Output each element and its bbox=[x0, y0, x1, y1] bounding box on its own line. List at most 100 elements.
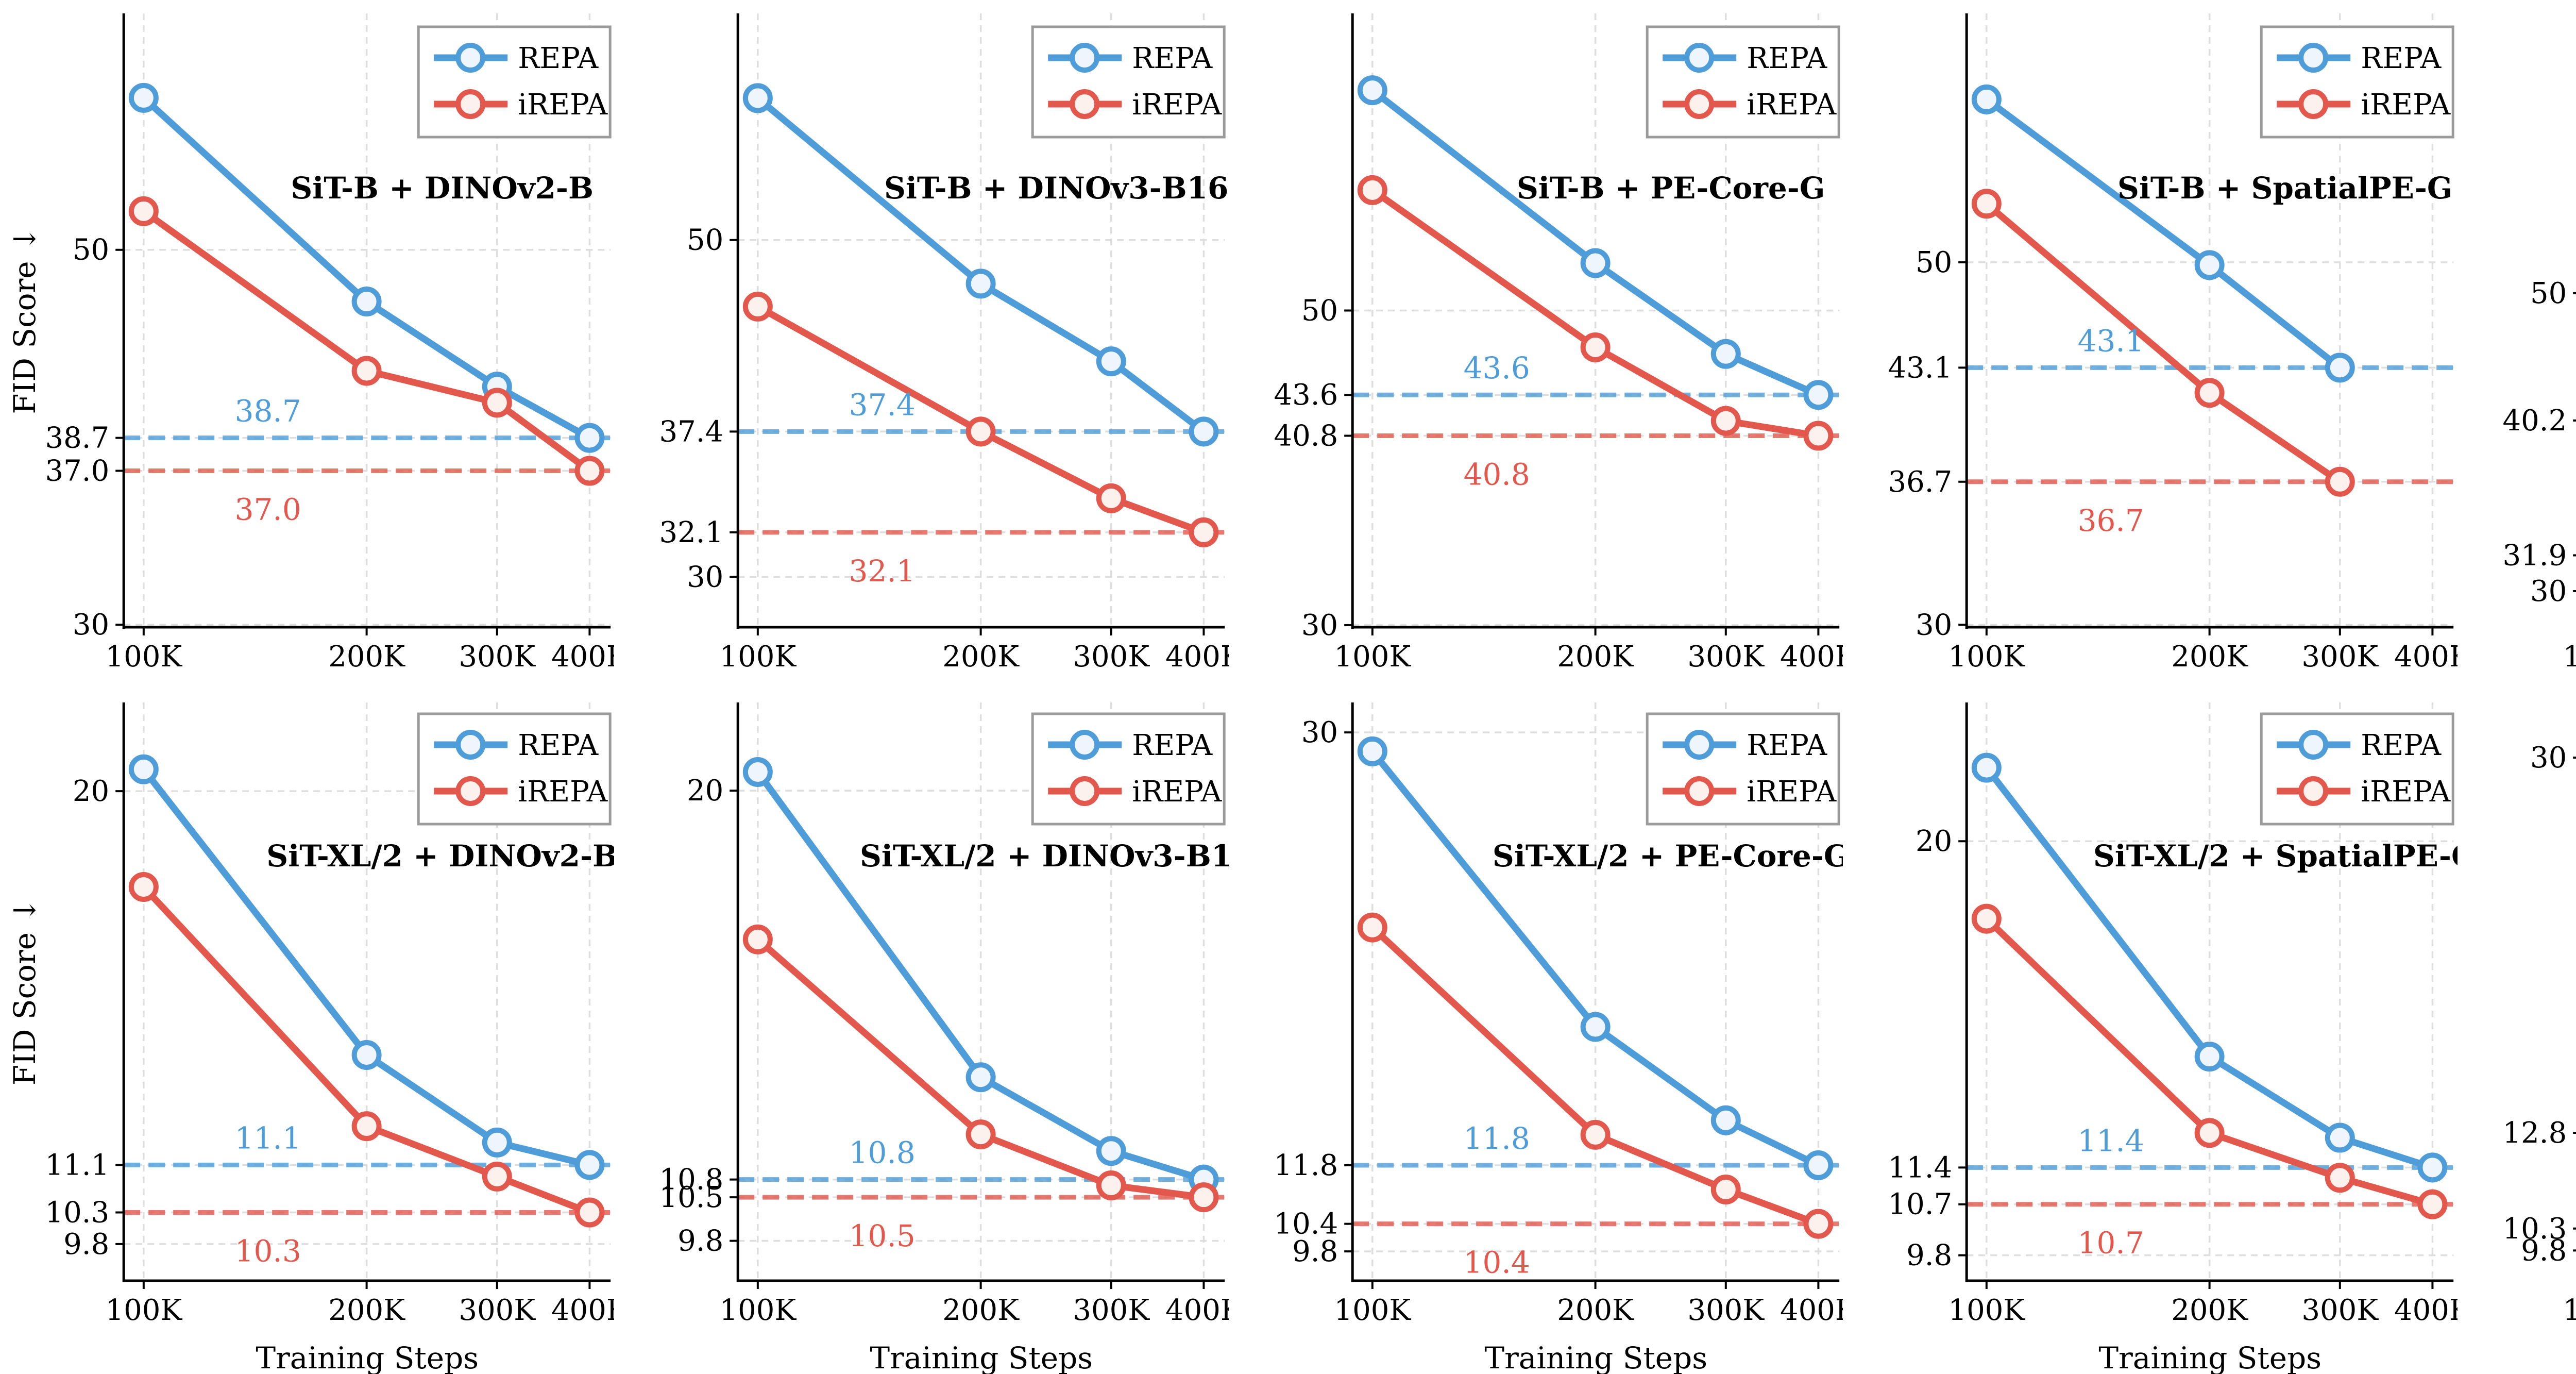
chart-sit-xl2-webssl-1b: 100K200K300K400K9.810.312.83012.810.3SiT… bbox=[2502, 741, 2576, 1327]
irepa-line bbox=[140, 208, 593, 475]
x-tick-label: 300K bbox=[459, 640, 536, 674]
legend-marker-icon bbox=[2298, 730, 2329, 760]
x-tick-label: 400K bbox=[1780, 640, 1843, 674]
repa-line bbox=[1983, 764, 2436, 1171]
repa-marker bbox=[743, 757, 773, 787]
x-tick-label: 100K bbox=[105, 1294, 182, 1327]
y-tick-label: 9.8 bbox=[63, 1228, 109, 1261]
legend-label: iREPA bbox=[1747, 88, 1836, 122]
x-tick-label: 300K bbox=[2302, 640, 2379, 674]
legend: REPA iREPA bbox=[1031, 25, 1226, 139]
irepa-value-annotation: 37.0 bbox=[235, 492, 301, 527]
x-tick-label: 400K bbox=[551, 640, 614, 674]
legend-label: REPA bbox=[2361, 42, 2442, 75]
y-tick-label: 9.8 bbox=[2521, 1234, 2567, 1267]
legend-label: REPA bbox=[1132, 729, 1213, 762]
legend-marker-icon bbox=[455, 776, 486, 806]
subplot-sit-xl2-dinov2-b: 100K200K300K400K9.810.311.12011.110.3SiT… bbox=[0, 687, 614, 1374]
irepa-line bbox=[754, 303, 1208, 536]
repa-marker bbox=[1357, 736, 1387, 766]
irepa-marker bbox=[966, 416, 996, 447]
x-tick-label: 100K bbox=[105, 640, 182, 674]
y-tick-label: 50 bbox=[2530, 277, 2567, 310]
irepa-marker bbox=[1710, 1174, 1741, 1204]
irepa-marker bbox=[128, 872, 159, 902]
chart-sit-xl2-dinov3-b16: 100K200K300K400K9.810.510.82010.810.5SiT… bbox=[659, 702, 1229, 1374]
x-tick-label: 400K bbox=[1165, 1294, 1228, 1327]
x-tick-label: 400K bbox=[1780, 1294, 1843, 1327]
irepa-marker bbox=[743, 291, 773, 322]
x-tick-label: 200K bbox=[2171, 640, 2248, 674]
repa-marker bbox=[574, 1150, 605, 1180]
irepa-marker bbox=[482, 1161, 512, 1192]
subplot-sit-b-pe-core-g: 100K 200K 300K 400K 30 40.8 43.6 50 43.6 40.8 SiT-… bbox=[1229, 0, 1843, 687]
y-tick-label: 30 bbox=[1916, 608, 1952, 642]
x-tick-label: 200K bbox=[328, 1294, 405, 1327]
irepa-marker bbox=[966, 1119, 996, 1150]
x-tick-label: 400K bbox=[2394, 640, 2457, 674]
repa-marker bbox=[1096, 346, 1127, 377]
y-tick-label: 43.1 bbox=[1888, 351, 1953, 384]
repa-marker bbox=[1096, 1136, 1127, 1166]
irepa-marker bbox=[1357, 175, 1387, 205]
irepa-line bbox=[1369, 924, 1822, 1228]
y-tick-label: 30 bbox=[1301, 609, 1338, 642]
x-tick-label: 400K bbox=[551, 1294, 614, 1327]
legend-marker-icon bbox=[2298, 43, 2329, 73]
legend-label: REPA bbox=[1132, 42, 1213, 75]
x-tick-label: 300K bbox=[1687, 640, 1765, 674]
plot-title: SiT-B + DINOv3-B16 bbox=[884, 171, 1228, 206]
irepa-value-annotation: 10.4 bbox=[1463, 1245, 1530, 1280]
repa-marker bbox=[2325, 353, 2355, 383]
legend-box bbox=[2260, 712, 2454, 826]
x-tick-label: 200K bbox=[328, 640, 405, 674]
y-tick-label: 11.4 bbox=[1888, 1151, 1953, 1184]
chart-sit-xl2-pe-core-g: 100K200K300K400K9.810.411.83011.810.4SiT… bbox=[1274, 702, 1843, 1374]
x-tick-label: 200K bbox=[1557, 640, 1634, 674]
subplot-sit-b-spatialpe-g: 100K 200K 300K 400K 30 36.7 43.1 50 43.1 36.7 SiT-… bbox=[1843, 0, 2458, 687]
legend-label: iREPA bbox=[518, 775, 607, 809]
repa-line bbox=[1983, 96, 2344, 371]
legend-label: REPA bbox=[1747, 42, 1827, 75]
irepa-value-annotation: 10.7 bbox=[2078, 1226, 2144, 1261]
y-tick-label: 20 bbox=[1916, 825, 1952, 858]
legend-marker-icon bbox=[1684, 730, 1714, 760]
x-tick-label: 200K bbox=[943, 640, 1020, 674]
repa-marker bbox=[743, 83, 773, 113]
plot-title: SiT-XL/2 + SpatialPE-G bbox=[2093, 839, 2458, 874]
subplot-sit-xl2-webssl-1b: 100K200K300K400K9.810.312.83012.810.3SiT… bbox=[2458, 687, 2576, 1374]
repa-marker bbox=[2194, 1042, 2225, 1072]
repa-marker bbox=[2417, 1152, 2448, 1183]
irepa-marker bbox=[351, 356, 382, 386]
y-tick-label: 38.7 bbox=[45, 422, 110, 455]
irepa-value-annotation: 10.5 bbox=[849, 1218, 916, 1253]
x-tick-label: 200K bbox=[943, 1294, 1020, 1327]
chart-sit-b-spatialpe-g: 100K 200K 300K 400K 30 36.7 43.1 50 43.1 36.7 SiT-… bbox=[1888, 13, 2458, 674]
x-tick-label: 100K bbox=[1334, 640, 1411, 674]
y-tick-label: 40.8 bbox=[1274, 420, 1338, 453]
x-axis-label: Training Steps bbox=[1484, 1341, 1707, 1374]
legend: REPA iREPA bbox=[2260, 25, 2454, 139]
x-tick-label: 300K bbox=[459, 1294, 536, 1327]
legend-marker-icon bbox=[455, 730, 486, 760]
irepa-line bbox=[1983, 915, 2436, 1208]
repa-marker bbox=[1803, 380, 1834, 410]
legend: REPA iREPA bbox=[1646, 25, 1840, 139]
irepa-line bbox=[1369, 187, 1822, 440]
y-tick-label: 20 bbox=[73, 775, 109, 808]
legend-marker-icon bbox=[1070, 89, 1100, 119]
irepa-marker bbox=[1096, 1170, 1127, 1201]
repa-marker bbox=[1972, 752, 2002, 783]
y-tick-label: 36.7 bbox=[1888, 465, 1953, 499]
plot-title: SiT-XL/2 + DINOv3-B16 bbox=[860, 839, 1228, 874]
legend-label: REPA bbox=[2361, 729, 2442, 762]
y-tick-label: 11.1 bbox=[45, 1148, 110, 1182]
irepa-marker bbox=[2325, 466, 2355, 497]
x-tick-label: 100K bbox=[1334, 1294, 1411, 1327]
x-tick-label: 200K bbox=[2171, 1294, 2248, 1327]
irepa-marker bbox=[2417, 1189, 2448, 1219]
irepa-marker bbox=[1580, 332, 1611, 362]
legend: REPA iREPA bbox=[2260, 712, 2454, 826]
x-tick-label: 100K bbox=[1948, 640, 2026, 674]
repa-marker bbox=[1580, 1012, 1611, 1042]
